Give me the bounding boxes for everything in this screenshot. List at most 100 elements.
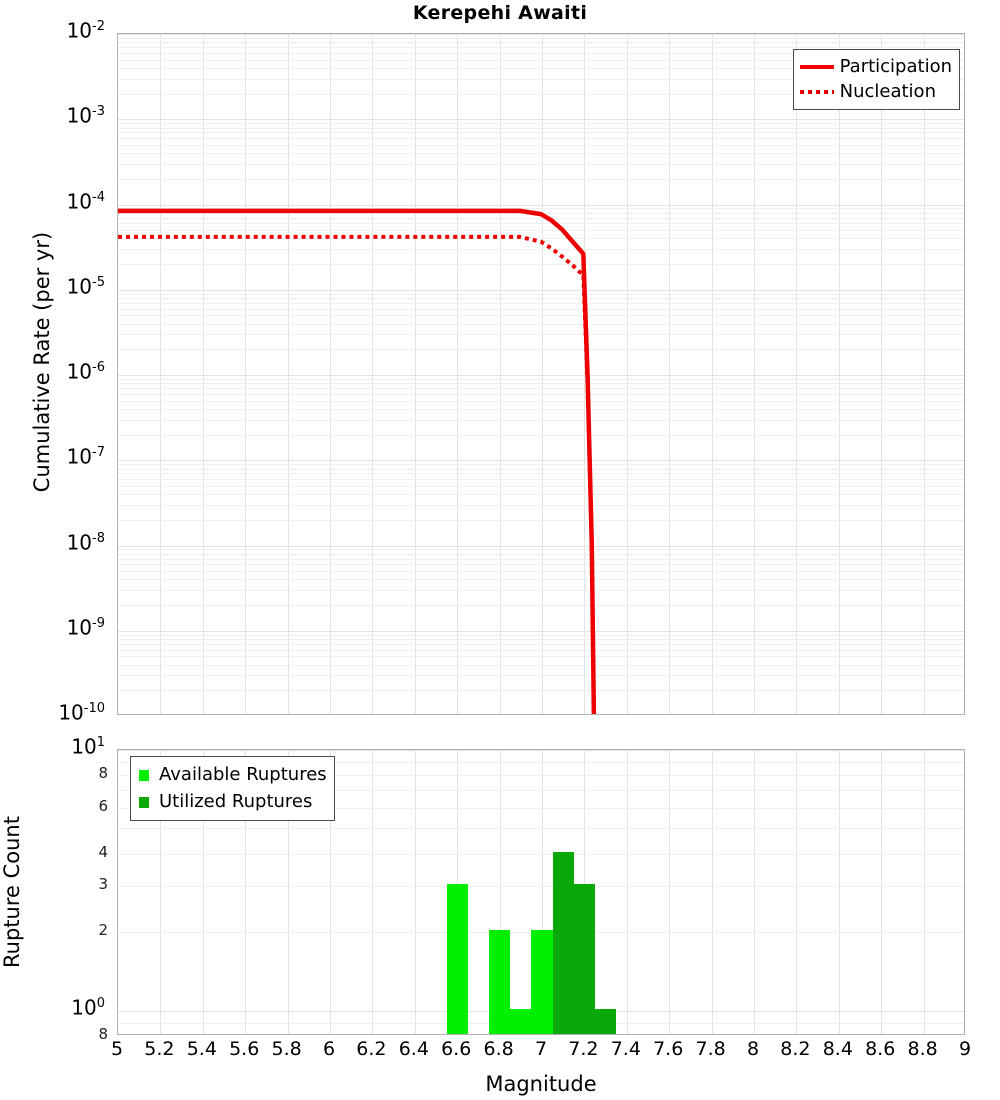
y-tick-label: 10-7 [66, 444, 105, 469]
gridline-vertical [711, 34, 713, 714]
gridline-horizontal-minor [118, 519, 964, 521]
bottom-y-tick-labels: 101 100 8 6 4 3 2 8 [0, 736, 112, 1042]
gridline-vertical [245, 34, 247, 714]
x-tick-label: 6 [322, 1038, 336, 1060]
gridline-horizontal-minor [118, 434, 964, 436]
gridline-horizontal-minor [118, 549, 964, 551]
gridline-horizontal-minor [118, 479, 964, 481]
x-tick-label: 8 [746, 1038, 760, 1060]
gridline-horizontal [118, 545, 964, 547]
gridline-horizontal-minor [118, 393, 964, 395]
x-tick-label: 6.8 [483, 1038, 514, 1060]
gridline-vertical [881, 34, 883, 714]
x-tick-label: 8.8 [907, 1038, 938, 1060]
gridline-vertical [796, 34, 798, 714]
x-tick-label: 8.2 [780, 1038, 811, 1060]
x-tick-label: 8.4 [822, 1038, 853, 1060]
y-tick-label-minor: 4 [98, 842, 108, 861]
y-tick-label: 10-5 [66, 274, 105, 299]
x-tick-label: 6.6 [441, 1038, 472, 1060]
gridline-vertical [754, 34, 755, 714]
gridline-horizontal [118, 807, 964, 809]
gridline-horizontal-minor [118, 468, 964, 470]
y-tick-label: 100 [71, 995, 105, 1020]
gridline-vertical [626, 34, 628, 714]
legend-item-available-ruptures[interactable]: Available Ruptures [137, 761, 327, 788]
gridline-horizontal-minor [118, 93, 964, 95]
gridline-horizontal-minor [118, 383, 964, 385]
y-tick-label: 10-4 [66, 189, 105, 214]
gridline-horizontal-minor [118, 494, 964, 496]
gridline-vertical [160, 750, 162, 1034]
legend-item-participation[interactable]: Participation [799, 54, 952, 79]
gridline-horizontal [118, 790, 964, 792]
dotted-line-icon [799, 84, 834, 100]
gridline-horizontal-minor [118, 144, 964, 146]
gridline-horizontal-minor [118, 419, 964, 421]
gridline-horizontal [118, 750, 964, 751]
gridline-horizontal-minor [118, 230, 964, 232]
gridline-horizontal [118, 886, 964, 888]
gridline-horizontal [118, 761, 964, 763]
gridline-vertical [499, 750, 501, 1034]
gridline-vertical [414, 34, 416, 714]
gridline-horizontal-minor [118, 123, 964, 125]
gridline-horizontal-minor [118, 558, 964, 560]
gridline-horizontal-minor [118, 264, 964, 266]
gridline-vertical [838, 34, 840, 714]
y-tick-label: 10-9 [66, 615, 105, 640]
rupture-count-bar [531, 930, 553, 1034]
gridline-vertical [626, 750, 628, 1034]
gridline-horizontal-minor [118, 217, 964, 219]
legend-label-utilized-ruptures: Utilized Ruptures [159, 791, 313, 812]
rupture-count-plot: Available Ruptures Utilized Ruptures [117, 749, 965, 1035]
gridline-vertical [330, 34, 331, 714]
gridline-horizontal-minor [118, 293, 964, 295]
gridline-horizontal-minor [118, 208, 964, 210]
gridline-horizontal-minor [118, 323, 964, 325]
rupture-count-bar [573, 884, 595, 1034]
gridline-horizontal-minor [118, 378, 964, 380]
gridline-horizontal [118, 375, 964, 376]
x-tick-label: 7.2 [568, 1038, 599, 1060]
gridline-horizontal-minor [118, 504, 964, 506]
gridline-horizontal [118, 775, 964, 777]
top-y-axis-title: Cumulative Rate (per yr) [30, 231, 54, 493]
gridline-horizontal-minor [118, 388, 964, 390]
x-axis-title: Magnitude [485, 1072, 597, 1096]
gridline-vertical [414, 750, 416, 1034]
legend-item-nucleation[interactable]: Nucleation [799, 79, 952, 104]
gridline-horizontal-minor [118, 400, 964, 402]
gridline-horizontal-minor [118, 178, 964, 180]
x-tick-label: 5.6 [229, 1038, 260, 1060]
cumulative-rate-plot: Participation Nucleation [117, 33, 965, 715]
gridline-horizontal-minor [118, 59, 964, 61]
gridline-vertical [838, 750, 840, 1034]
gridline-horizontal [118, 204, 964, 206]
gridline-horizontal-minor [118, 37, 964, 39]
gridline-vertical [372, 750, 374, 1034]
gridline-vertical [245, 750, 247, 1034]
gridline-horizontal [118, 828, 964, 830]
gridline-vertical [711, 750, 713, 1034]
gridline-horizontal-minor [118, 315, 964, 317]
green-square-icon [137, 767, 153, 783]
y-tick-label: 10-6 [66, 359, 105, 384]
gridline-horizontal-minor [118, 67, 964, 69]
x-tick-label: 5.8 [271, 1038, 302, 1060]
x-tick-label: 7.4 [610, 1038, 641, 1060]
gridline-horizontal-minor [118, 464, 964, 466]
x-tick-label: 7 [534, 1038, 548, 1060]
gridline-horizontal-minor [118, 564, 964, 566]
gridline-horizontal-minor [118, 634, 964, 636]
gridline-horizontal [118, 34, 964, 35]
gridline-horizontal-minor [118, 579, 964, 581]
y-tick-label: 10-3 [66, 103, 105, 128]
y-tick-label-minor: 2 [98, 921, 108, 940]
rupture-count-bar [552, 851, 574, 1034]
rupture-count-bar [489, 930, 511, 1034]
gridline-vertical [796, 750, 798, 1034]
legend-item-utilized-ruptures[interactable]: Utilized Ruptures [137, 788, 327, 815]
gridline-vertical [584, 34, 586, 714]
gridline-vertical [754, 750, 755, 1034]
